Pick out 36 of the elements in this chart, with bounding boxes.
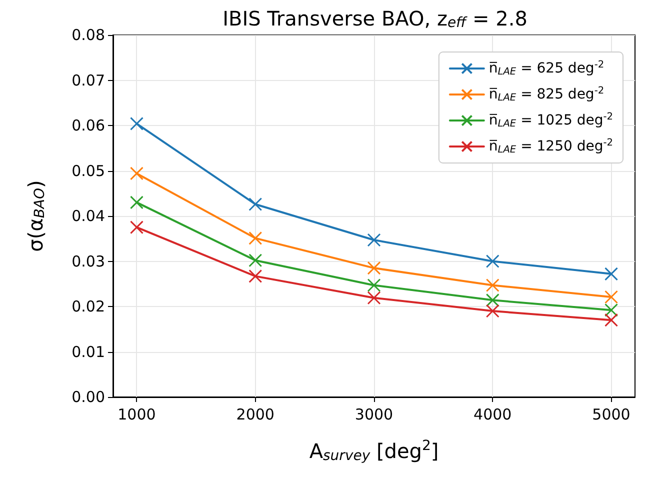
point <box>248 254 262 268</box>
y-tick-label: 0.02 <box>72 298 105 316</box>
point <box>130 116 144 130</box>
y-tick-label: 0.05 <box>72 162 105 180</box>
point <box>130 166 144 180</box>
chart-title: IBIS Transverse BAO, zeff = 2.8 <box>222 6 528 31</box>
point <box>486 278 500 292</box>
y-tick-label: 0.08 <box>72 26 105 44</box>
point <box>604 290 618 304</box>
point <box>604 303 618 317</box>
x-tick-label: 1000 <box>118 406 156 424</box>
x-tick-label: 2000 <box>236 406 274 424</box>
point <box>367 278 381 292</box>
point <box>248 197 262 211</box>
y-tick-label: 0.07 <box>72 71 105 90</box>
y-tick-label: 0.03 <box>72 252 105 270</box>
x-tick-label: 4000 <box>474 406 512 424</box>
y-tick-label: 0.06 <box>72 116 105 134</box>
x-tick-label: 5000 <box>592 406 630 424</box>
point <box>367 233 381 247</box>
point <box>248 231 262 245</box>
point <box>367 261 381 275</box>
point <box>486 254 500 268</box>
y-tick-label: 0.04 <box>72 207 105 225</box>
point <box>248 269 262 283</box>
point <box>604 313 618 327</box>
point <box>486 293 500 307</box>
point <box>486 304 500 318</box>
point <box>130 196 144 210</box>
point <box>604 267 618 281</box>
y-tick-label: 0.01 <box>72 342 105 361</box>
y-tick-label: 0.00 <box>72 388 105 406</box>
x-tick-label: 3000 <box>354 406 394 424</box>
point <box>130 220 144 234</box>
point <box>367 291 381 305</box>
y-axis-title: σ(αBAO) <box>24 180 48 252</box>
